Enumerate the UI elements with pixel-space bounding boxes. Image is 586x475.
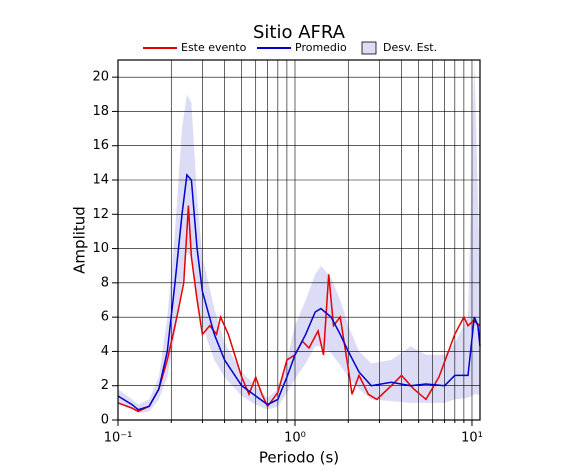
x-axis-label: Periodo (s) <box>259 449 339 467</box>
x-tick-label: 10⁰ <box>284 431 306 446</box>
legend-label: Promedio <box>295 41 347 54</box>
y-tick-label: 20 <box>92 70 109 85</box>
y-tick-label: 16 <box>92 138 109 153</box>
series-line <box>117 205 481 413</box>
y-tick-label: 18 <box>92 104 109 119</box>
plot-frame <box>117 59 481 421</box>
y-tick-label: 8 <box>101 275 109 290</box>
legend-label: Desv. Est. <box>383 41 437 54</box>
legend-label: Este evento <box>181 41 247 54</box>
y-tick-label: 12 <box>92 207 109 222</box>
y-tick-label: 10 <box>92 241 109 256</box>
y-tick-label: 6 <box>101 310 109 325</box>
std-band <box>118 60 480 414</box>
x-tick-label: 10⁻¹ <box>104 431 133 446</box>
y-tick-label: 2 <box>101 378 109 393</box>
legend-swatch <box>361 41 377 55</box>
y-tick-label: 0 <box>101 413 109 428</box>
y-tick-label: 4 <box>101 344 109 359</box>
chart-title: Sitio AFRA <box>253 22 346 43</box>
y-tick-label: 14 <box>92 173 109 188</box>
y-axis-label: Amplitud <box>71 206 89 274</box>
series-line <box>117 173 481 411</box>
x-tick-label: 10¹ <box>461 431 483 446</box>
